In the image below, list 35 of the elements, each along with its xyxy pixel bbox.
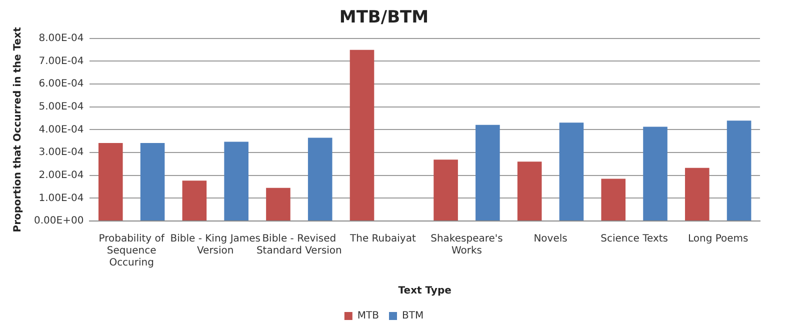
bar (266, 188, 290, 220)
bar (559, 122, 584, 220)
x-tick-label: Long Poems (688, 234, 748, 245)
chart-title: MTB/BTM (339, 8, 429, 28)
x-tick-label: Probability of Sequence Occuring (98, 234, 165, 269)
bar (182, 180, 207, 220)
bar (601, 178, 626, 220)
y-tick-label: 1.00E-04 (38, 192, 84, 204)
bar (434, 160, 458, 220)
bar (98, 142, 123, 220)
bar (726, 120, 752, 220)
x-tick-label: Shakespeare's Works (430, 234, 503, 257)
y-tick-label: 2.00E-04 (38, 170, 84, 181)
bar (350, 50, 374, 220)
y-tick-label: 4.00E-04 (38, 124, 84, 136)
y-tick-label: 6.00E-04 (38, 78, 84, 90)
bar (140, 142, 165, 220)
x-axis-title: Text Type (398, 286, 452, 297)
y-axis-title: Proportion that Occurred in the Text (12, 26, 24, 232)
bar (476, 124, 500, 220)
bar (685, 168, 710, 220)
y-tick-label: 5.00E-04 (38, 101, 84, 112)
y-tick-label: 3.00E-04 (38, 147, 84, 158)
legend-label: BTM (402, 310, 424, 322)
x-tick-label: The Rubaiyat (349, 234, 416, 245)
y-tick-label: 8.00E-04 (38, 32, 84, 44)
bar (517, 162, 542, 220)
y-tick-label: 0.00E+00 (34, 216, 84, 227)
bar (308, 138, 332, 220)
x-tick-label: Novels (534, 234, 568, 245)
y-tick-label: 7.00E-04 (38, 56, 84, 67)
bar (643, 126, 668, 220)
bar (224, 142, 248, 220)
x-tick-label: Science Texts (600, 234, 668, 245)
legend-label: MTB (357, 310, 380, 322)
